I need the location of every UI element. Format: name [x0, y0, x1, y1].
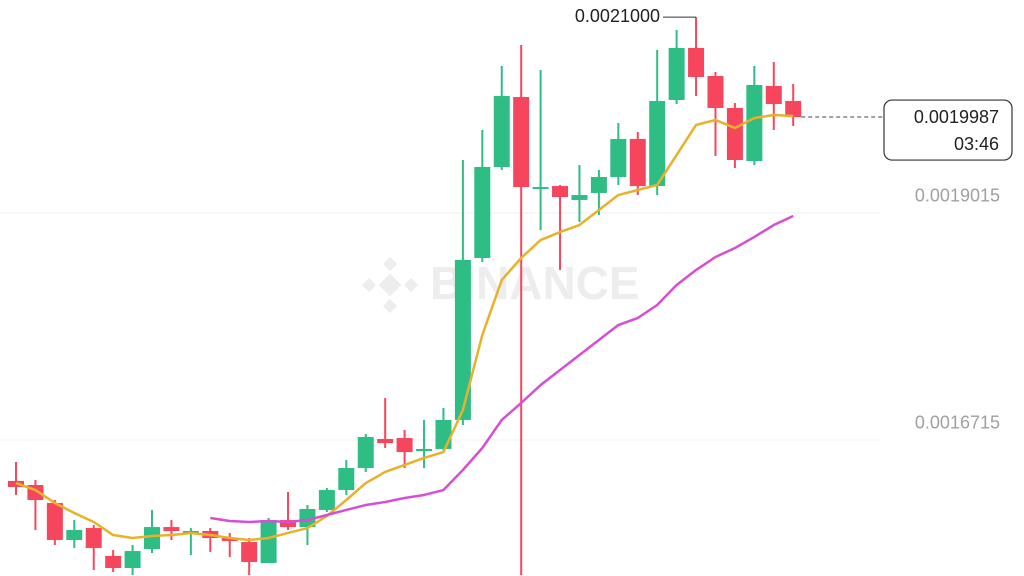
candle-body — [85, 528, 102, 548]
last-price-box — [883, 99, 1013, 161]
candle-body — [46, 502, 63, 540]
candle-body — [532, 187, 549, 190]
candle-body — [707, 75, 724, 108]
candle-body — [552, 186, 569, 198]
candle-body — [649, 100, 666, 187]
y-tick-label: 0.0016715 — [915, 413, 1000, 433]
candle-body — [668, 47, 685, 100]
candle-body — [726, 107, 743, 160]
candle-body — [357, 437, 374, 469]
candle-body — [105, 555, 122, 569]
candle-body — [435, 419, 452, 449]
candle-body — [396, 438, 413, 453]
candle-body — [144, 527, 161, 550]
candle-body — [299, 508, 316, 528]
candle-body — [163, 527, 180, 531]
candle-body — [454, 259, 471, 420]
candle-body — [241, 542, 258, 562]
candle-body — [610, 138, 627, 177]
moving-average-line — [210, 214, 794, 524]
candle-body — [746, 84, 763, 161]
candle-body — [124, 551, 141, 569]
candle-body — [66, 530, 83, 540]
countdown: 03:46 — [954, 134, 999, 154]
candle-body — [318, 490, 335, 510]
candle-body — [493, 96, 510, 167]
candle-body — [338, 468, 355, 491]
high-annotation: 0.0021000 — [575, 6, 660, 26]
candle-body — [260, 520, 277, 563]
candle-body — [377, 439, 394, 444]
candle-body — [416, 448, 433, 452]
candle-body — [590, 176, 607, 193]
candle-body — [765, 85, 782, 105]
candle-body — [513, 97, 530, 188]
watermark-logo — [361, 256, 419, 314]
candle-body — [280, 520, 297, 528]
candle-body — [221, 538, 238, 541]
candle-body — [474, 166, 491, 258]
y-tick-label: 0.0019015 — [915, 186, 1000, 206]
moving-average-line — [15, 113, 794, 542]
candle-body — [629, 138, 646, 187]
last-price-label: 0.0019987 — [914, 107, 999, 127]
candle-body — [571, 195, 588, 200]
candle-body — [688, 47, 705, 77]
candle-body — [785, 100, 802, 118]
